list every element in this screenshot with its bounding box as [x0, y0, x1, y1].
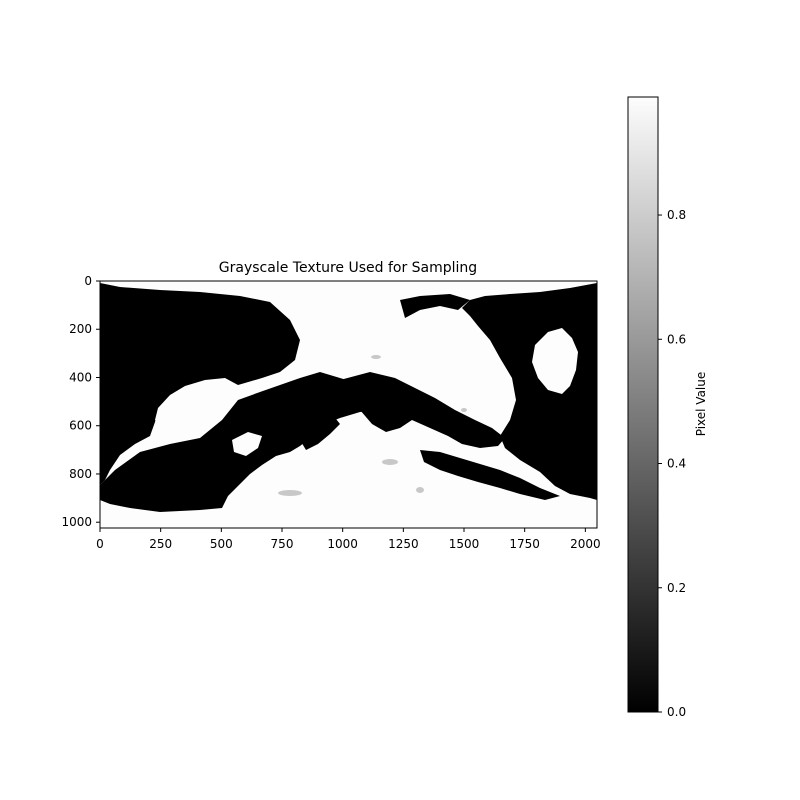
colorbar-axis: 0.0 0.2 0.4 0.6 0.8 — [658, 208, 686, 719]
gray-feature-4 — [461, 408, 467, 412]
x-tick-label: 500 — [210, 537, 233, 551]
gray-feature-1 — [278, 490, 302, 496]
y-tick-label: 0 — [84, 274, 92, 288]
light-island-west — [150, 390, 225, 436]
x-tick-label: 750 — [271, 537, 294, 551]
gray-feature-5 — [416, 487, 424, 493]
x-tick-label: 1000 — [327, 537, 358, 551]
x-tick-label: 250 — [149, 537, 172, 551]
y-tick-label: 1000 — [61, 515, 92, 529]
dark-region-north-east-coast — [400, 294, 470, 318]
image-frame — [99, 280, 598, 529]
x-axis: 0 250 500 750 1000 1250 1500 1750 2000 — [96, 528, 601, 551]
colorbar-tick-label: 0.0 — [667, 705, 686, 719]
x-tick-label: 1500 — [449, 537, 480, 551]
chart-title: Grayscale Texture Used for Sampling — [219, 260, 477, 276]
light-island-east — [532, 328, 578, 394]
y-tick-label: 200 — [69, 322, 92, 336]
colorbar-tick-label: 0.4 — [667, 457, 686, 471]
dark-channel-center — [340, 372, 505, 448]
x-tick-label: 1750 — [509, 537, 540, 551]
colorbar-tick-label: 0.2 — [667, 581, 686, 595]
x-tick-label: 1250 — [388, 537, 419, 551]
colorbar-label: Pixel Value — [694, 372, 708, 437]
y-axis: 0 200 400 600 800 1000 — [61, 274, 100, 529]
x-tick-label: 0 — [96, 537, 104, 551]
y-tick-label: 800 — [69, 467, 92, 481]
light-island-sw — [232, 432, 262, 456]
y-tick-label: 600 — [69, 419, 92, 433]
gray-feature-3 — [371, 355, 381, 359]
gray-feature-2 — [382, 459, 398, 465]
dark-band-southeast — [420, 450, 560, 500]
y-tick-label: 400 — [69, 370, 92, 384]
dark-channel-center2 — [300, 408, 340, 450]
colorbar — [627, 96, 659, 713]
x-tick-label: 2000 — [570, 537, 601, 551]
colorbar-tick-label: 0.6 — [667, 332, 686, 346]
colorbar-tick-label: 0.8 — [667, 208, 686, 222]
dark-region-west — [100, 283, 300, 485]
texture-image — [100, 281, 597, 528]
